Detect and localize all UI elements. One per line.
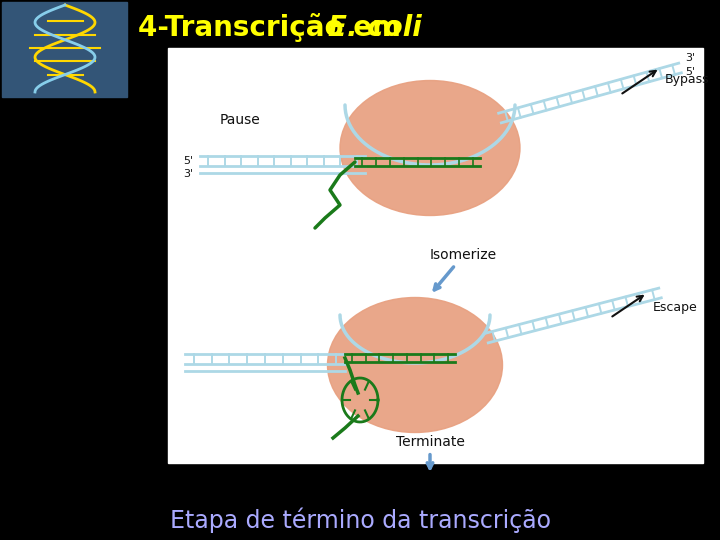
Text: Isomerize: Isomerize [430,248,497,290]
Text: Terminate: Terminate [395,435,464,468]
Text: 3': 3' [685,53,695,63]
Ellipse shape [328,298,503,433]
Text: 4-Transcrição em: 4-Transcrição em [138,14,410,43]
Text: Pause: Pause [220,113,261,127]
Text: Escape: Escape [653,301,698,314]
Text: 3': 3' [183,169,193,179]
Bar [2,2,127,97]
Text: 5': 5' [685,67,695,77]
Text: Etapa de término da transcrição: Etapa de término da transcrição [169,507,551,533]
Bar [168,48,703,463]
Ellipse shape [340,80,520,215]
Text: E. coli: E. coli [328,14,422,42]
Text: 5': 5' [183,156,193,166]
Text: Bypass: Bypass [665,73,710,86]
